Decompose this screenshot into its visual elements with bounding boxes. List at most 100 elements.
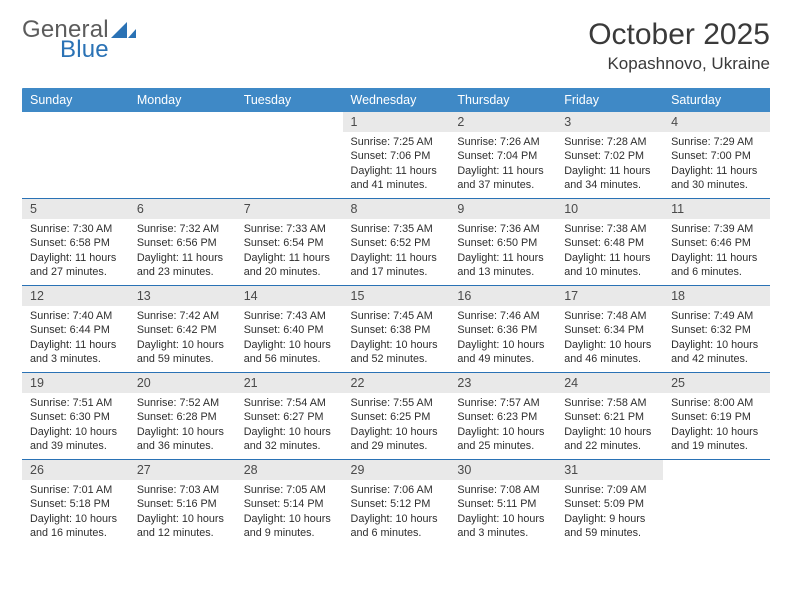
date-number: 29 xyxy=(343,460,450,480)
calendar-cell: 19Sunrise: 7:51 AM Sunset: 6:30 PM Dayli… xyxy=(22,373,129,460)
day-details: Sunrise: 7:55 AM Sunset: 6:25 PM Dayligh… xyxy=(343,393,450,459)
weekday-header: Monday xyxy=(129,88,236,112)
calendar-cell: 1Sunrise: 7:25 AM Sunset: 7:06 PM Daylig… xyxy=(343,112,450,199)
day-details: Sunrise: 7:46 AM Sunset: 6:36 PM Dayligh… xyxy=(449,306,556,372)
brand-name-2: Blue xyxy=(22,38,137,62)
date-number: 14 xyxy=(236,286,343,306)
calendar-cell: 2Sunrise: 7:26 AM Sunset: 7:04 PM Daylig… xyxy=(449,112,556,199)
day-details: Sunrise: 7:32 AM Sunset: 6:56 PM Dayligh… xyxy=(129,219,236,285)
date-number: 11 xyxy=(663,199,770,219)
calendar-cell: 14Sunrise: 7:43 AM Sunset: 6:40 PM Dayli… xyxy=(236,286,343,373)
date-number: 25 xyxy=(663,373,770,393)
day-details: Sunrise: 7:36 AM Sunset: 6:50 PM Dayligh… xyxy=(449,219,556,285)
day-details xyxy=(236,132,343,190)
title-block: October 2025 Kopashnovo, Ukraine xyxy=(588,18,770,74)
day-details: Sunrise: 7:39 AM Sunset: 6:46 PM Dayligh… xyxy=(663,219,770,285)
calendar-cell: 13Sunrise: 7:42 AM Sunset: 6:42 PM Dayli… xyxy=(129,286,236,373)
calendar-week-row: 26Sunrise: 7:01 AM Sunset: 5:18 PM Dayli… xyxy=(22,460,770,547)
date-number: 9 xyxy=(449,199,556,219)
day-details: Sunrise: 7:06 AM Sunset: 5:12 PM Dayligh… xyxy=(343,480,450,546)
calendar-cell: 17Sunrise: 7:48 AM Sunset: 6:34 PM Dayli… xyxy=(556,286,663,373)
weekday-header: Friday xyxy=(556,88,663,112)
day-details: Sunrise: 7:49 AM Sunset: 6:32 PM Dayligh… xyxy=(663,306,770,372)
day-details: Sunrise: 7:29 AM Sunset: 7:00 PM Dayligh… xyxy=(663,132,770,198)
calendar-cell: 29Sunrise: 7:06 AM Sunset: 5:12 PM Dayli… xyxy=(343,460,450,547)
date-number: 16 xyxy=(449,286,556,306)
day-details xyxy=(129,132,236,190)
weekday-header-row: Sunday Monday Tuesday Wednesday Thursday… xyxy=(22,88,770,112)
date-number: 7 xyxy=(236,199,343,219)
date-number: 3 xyxy=(556,112,663,132)
day-details: Sunrise: 7:40 AM Sunset: 6:44 PM Dayligh… xyxy=(22,306,129,372)
day-details: Sunrise: 7:58 AM Sunset: 6:21 PM Dayligh… xyxy=(556,393,663,459)
day-details: Sunrise: 7:51 AM Sunset: 6:30 PM Dayligh… xyxy=(22,393,129,459)
calendar-cell: 24Sunrise: 7:58 AM Sunset: 6:21 PM Dayli… xyxy=(556,373,663,460)
calendar-cell: 21Sunrise: 7:54 AM Sunset: 6:27 PM Dayli… xyxy=(236,373,343,460)
day-details: Sunrise: 7:28 AM Sunset: 7:02 PM Dayligh… xyxy=(556,132,663,198)
calendar-cell: 23Sunrise: 7:57 AM Sunset: 6:23 PM Dayli… xyxy=(449,373,556,460)
calendar-cell: 30Sunrise: 7:08 AM Sunset: 5:11 PM Dayli… xyxy=(449,460,556,547)
date-number: 30 xyxy=(449,460,556,480)
calendar-cell: 22Sunrise: 7:55 AM Sunset: 6:25 PM Dayli… xyxy=(343,373,450,460)
calendar-cell: 27Sunrise: 7:03 AM Sunset: 5:16 PM Dayli… xyxy=(129,460,236,547)
date-number: 22 xyxy=(343,373,450,393)
month-title: October 2025 xyxy=(588,18,770,52)
calendar-page: GeneralBlue October 2025 Kopashnovo, Ukr… xyxy=(0,0,792,612)
calendar-cell xyxy=(22,112,129,199)
page-header: GeneralBlue October 2025 Kopashnovo, Ukr… xyxy=(22,18,770,74)
day-details xyxy=(663,480,770,538)
day-details: Sunrise: 7:45 AM Sunset: 6:38 PM Dayligh… xyxy=(343,306,450,372)
calendar-week-row: 1Sunrise: 7:25 AM Sunset: 7:06 PM Daylig… xyxy=(22,112,770,199)
day-details: Sunrise: 7:05 AM Sunset: 5:14 PM Dayligh… xyxy=(236,480,343,546)
calendar-cell: 25Sunrise: 8:00 AM Sunset: 6:19 PM Dayli… xyxy=(663,373,770,460)
day-details: Sunrise: 7:57 AM Sunset: 6:23 PM Dayligh… xyxy=(449,393,556,459)
calendar-cell: 16Sunrise: 7:46 AM Sunset: 6:36 PM Dayli… xyxy=(449,286,556,373)
calendar-cell xyxy=(663,460,770,547)
date-number: 28 xyxy=(236,460,343,480)
calendar-week-row: 5Sunrise: 7:30 AM Sunset: 6:58 PM Daylig… xyxy=(22,199,770,286)
date-number: 15 xyxy=(343,286,450,306)
day-details: Sunrise: 7:48 AM Sunset: 6:34 PM Dayligh… xyxy=(556,306,663,372)
date-number: 27 xyxy=(129,460,236,480)
calendar-cell: 5Sunrise: 7:30 AM Sunset: 6:58 PM Daylig… xyxy=(22,199,129,286)
sail-icon xyxy=(111,21,137,39)
date-number: 1 xyxy=(343,112,450,132)
date-number: 5 xyxy=(22,199,129,219)
calendar-cell: 9Sunrise: 7:36 AM Sunset: 6:50 PM Daylig… xyxy=(449,199,556,286)
day-details: Sunrise: 7:52 AM Sunset: 6:28 PM Dayligh… xyxy=(129,393,236,459)
date-number: 12 xyxy=(22,286,129,306)
calendar-cell: 7Sunrise: 7:33 AM Sunset: 6:54 PM Daylig… xyxy=(236,199,343,286)
calendar-cell: 4Sunrise: 7:29 AM Sunset: 7:00 PM Daylig… xyxy=(663,112,770,199)
day-details: Sunrise: 7:09 AM Sunset: 5:09 PM Dayligh… xyxy=(556,480,663,546)
calendar-cell: 15Sunrise: 7:45 AM Sunset: 6:38 PM Dayli… xyxy=(343,286,450,373)
calendar-cell: 26Sunrise: 7:01 AM Sunset: 5:18 PM Dayli… xyxy=(22,460,129,547)
date-number: 17 xyxy=(556,286,663,306)
date-number: 19 xyxy=(22,373,129,393)
day-details: Sunrise: 8:00 AM Sunset: 6:19 PM Dayligh… xyxy=(663,393,770,459)
weekday-header: Wednesday xyxy=(343,88,450,112)
date-number: 31 xyxy=(556,460,663,480)
brand-logo: GeneralBlue xyxy=(22,18,137,62)
date-number: 13 xyxy=(129,286,236,306)
weekday-header: Thursday xyxy=(449,88,556,112)
calendar-cell: 6Sunrise: 7:32 AM Sunset: 6:56 PM Daylig… xyxy=(129,199,236,286)
date-number: 23 xyxy=(449,373,556,393)
day-details xyxy=(22,132,129,190)
date-number: 26 xyxy=(22,460,129,480)
calendar-cell xyxy=(236,112,343,199)
calendar-cell: 12Sunrise: 7:40 AM Sunset: 6:44 PM Dayli… xyxy=(22,286,129,373)
day-details: Sunrise: 7:35 AM Sunset: 6:52 PM Dayligh… xyxy=(343,219,450,285)
weekday-header: Saturday xyxy=(663,88,770,112)
date-number: 21 xyxy=(236,373,343,393)
date-number: 6 xyxy=(129,199,236,219)
date-number: 24 xyxy=(556,373,663,393)
day-details: Sunrise: 7:30 AM Sunset: 6:58 PM Dayligh… xyxy=(22,219,129,285)
calendar-cell: 20Sunrise: 7:52 AM Sunset: 6:28 PM Dayli… xyxy=(129,373,236,460)
calendar-cell: 10Sunrise: 7:38 AM Sunset: 6:48 PM Dayli… xyxy=(556,199,663,286)
calendar-week-row: 19Sunrise: 7:51 AM Sunset: 6:30 PM Dayli… xyxy=(22,373,770,460)
day-details: Sunrise: 7:38 AM Sunset: 6:48 PM Dayligh… xyxy=(556,219,663,285)
calendar-cell: 8Sunrise: 7:35 AM Sunset: 6:52 PM Daylig… xyxy=(343,199,450,286)
day-details: Sunrise: 7:43 AM Sunset: 6:40 PM Dayligh… xyxy=(236,306,343,372)
date-number: 4 xyxy=(663,112,770,132)
day-details: Sunrise: 7:08 AM Sunset: 5:11 PM Dayligh… xyxy=(449,480,556,546)
